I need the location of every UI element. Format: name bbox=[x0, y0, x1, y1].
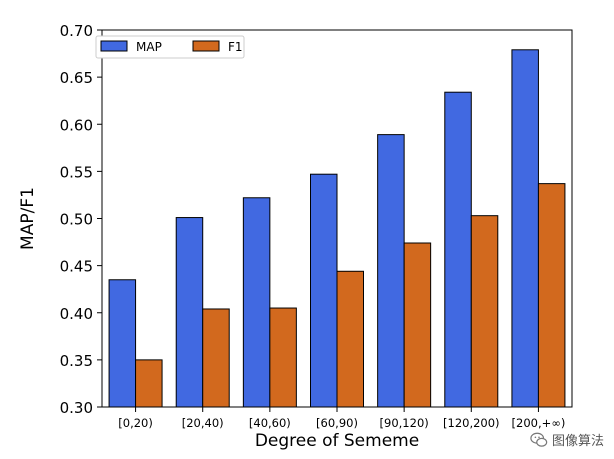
watermark: 图像算法 bbox=[530, 430, 604, 449]
x-tick-label-5: [120,200) bbox=[443, 416, 500, 430]
watermark-text: 图像算法 bbox=[551, 434, 604, 449]
y-tick-label-0: 0.30 bbox=[60, 399, 93, 417]
bar-f1-1 bbox=[202, 308, 230, 408]
y-axis: 0.30 0.35 0.40 0.45 0.50 0.55 0.60 0.65 0.70 bbox=[60, 22, 102, 417]
x-tick-label-1: [20,40) bbox=[182, 416, 224, 430]
y-tick-label-1: 0.35 bbox=[60, 352, 93, 370]
bar-map-0 bbox=[108, 279, 137, 408]
legend-label-f1: F1 bbox=[228, 40, 243, 54]
bar-f1-6 bbox=[537, 183, 566, 408]
x-tick-label-0: [0,20) bbox=[118, 416, 153, 430]
bar-map-6 bbox=[511, 49, 539, 408]
legend-label-map: MAP bbox=[136, 40, 162, 54]
legend-swatch-f1 bbox=[192, 40, 220, 52]
bar-map-1 bbox=[175, 217, 204, 408]
legend-swatch-map bbox=[100, 40, 128, 52]
x-tick-label-2: [40,60) bbox=[249, 416, 291, 430]
bar-map-2 bbox=[242, 197, 271, 408]
y-tick-label-8: 0.70 bbox=[60, 22, 93, 40]
bar-f1-2 bbox=[269, 307, 297, 408]
bar-f1-0 bbox=[135, 359, 163, 408]
y-tick-label-7: 0.65 bbox=[60, 69, 93, 87]
y-tick-label-3: 0.45 bbox=[60, 258, 93, 276]
y-tick-label-2: 0.40 bbox=[60, 305, 93, 323]
bar-map-5 bbox=[444, 91, 472, 408]
x-tick-label-4: [90,120) bbox=[380, 416, 429, 430]
y-axis-label: MAP/F1 bbox=[18, 187, 38, 250]
bars-group bbox=[108, 49, 566, 408]
x-axis-label: Degree of Sememe bbox=[255, 431, 419, 451]
bar-map-4 bbox=[377, 134, 405, 408]
bar-f1-4 bbox=[403, 242, 432, 408]
y-tick-label-4: 0.50 bbox=[60, 211, 93, 229]
bar-f1-3 bbox=[336, 270, 364, 408]
y-tick-label-5: 0.55 bbox=[60, 163, 93, 181]
x-axis: [0,20) [20,40) [40,60) [60,90) [90,120) [120,… bbox=[118, 407, 565, 430]
bar-map-3 bbox=[310, 173, 338, 408]
x-tick-label-6: [200,+∞) bbox=[512, 416, 566, 430]
x-tick-label-3: [60,90) bbox=[316, 416, 358, 430]
y-tick-label-6: 0.60 bbox=[60, 116, 93, 134]
legend: MAP F1 bbox=[95, 35, 245, 59]
bar-f1-5 bbox=[470, 215, 499, 408]
wechat-icon bbox=[530, 432, 548, 447]
